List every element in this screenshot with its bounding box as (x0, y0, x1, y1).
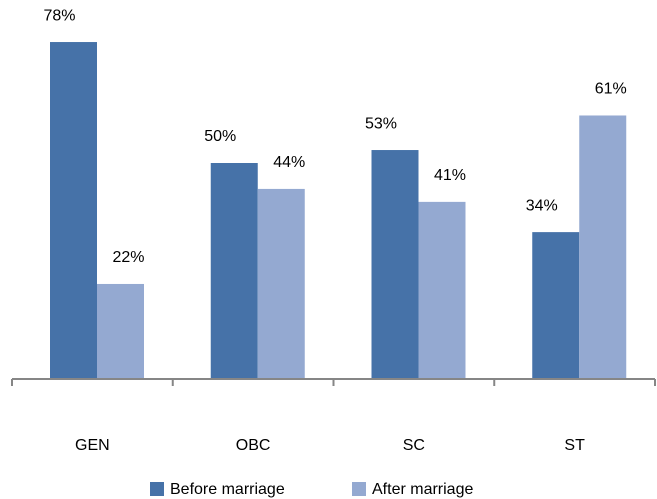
x-tick-label: OBC (236, 437, 271, 454)
legend-label: Before marriage (170, 481, 285, 498)
legend-label: After marriage (372, 481, 473, 498)
data-label: 61% (595, 81, 627, 98)
bar (210, 163, 258, 379)
x-tick-label: GEN (75, 437, 110, 454)
bar (532, 232, 580, 379)
legend-swatch (150, 482, 164, 496)
bar (50, 42, 97, 379)
x-tick-label: SC (403, 437, 425, 454)
data-label: 50% (204, 128, 236, 145)
bar (579, 115, 627, 379)
bar (257, 188, 305, 379)
data-label: 22% (112, 249, 144, 266)
x-tick-label: ST (564, 437, 585, 454)
bar (97, 283, 144, 379)
legend-swatch (352, 482, 366, 496)
data-label: 44% (273, 154, 305, 171)
data-label: 41% (434, 167, 466, 184)
data-label: 53% (365, 115, 397, 132)
bar (371, 150, 419, 379)
data-label: 78% (43, 7, 75, 24)
bar (418, 201, 466, 379)
data-label: 34% (526, 197, 558, 214)
